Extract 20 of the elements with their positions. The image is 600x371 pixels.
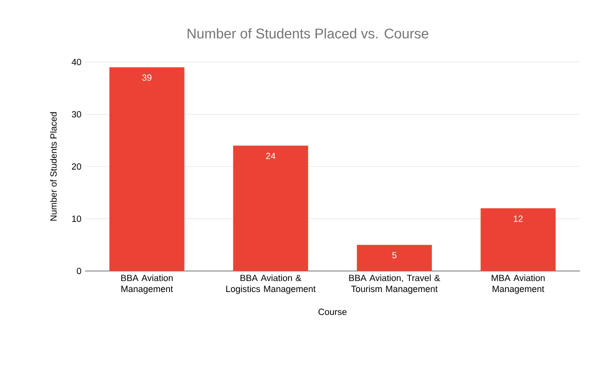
bar <box>480 208 556 271</box>
x-tick-label: MBA Aviation Management <box>492 274 545 294</box>
y-tick-label: 0 <box>76 268 82 274</box>
data-label: 12 <box>514 215 523 222</box>
y-axis-title: Number of Students Placed <box>50 112 57 221</box>
bar <box>356 244 432 271</box>
data-label: 24 <box>266 152 276 160</box>
y-tick-label: 30 <box>72 111 82 118</box>
x-tick-label: BBA Aviation & Logistics Management <box>226 274 316 294</box>
data-label: 5 <box>392 252 396 258</box>
x-tick-label: BBA Aviation Management <box>121 274 173 294</box>
x-axis-title: Course <box>318 308 347 316</box>
y-tick-label: 40 <box>72 58 82 66</box>
bar <box>233 146 308 271</box>
y-tick-label: 10 <box>72 216 82 222</box>
x-tick-label: BBA Aviation, Travel & Tourism Management <box>349 274 440 294</box>
chart-title: Number of Students Placed vs. Course <box>188 28 428 39</box>
bar <box>109 67 184 271</box>
data-label: 39 <box>142 74 152 81</box>
y-tick-label: 20 <box>72 163 82 170</box>
